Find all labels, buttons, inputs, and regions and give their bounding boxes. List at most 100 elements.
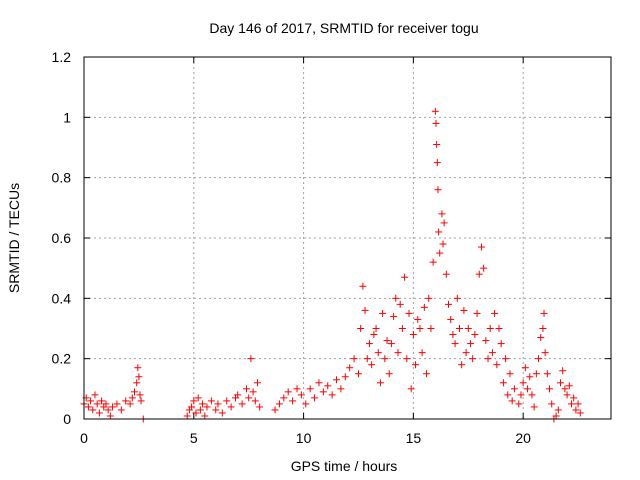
data-point <box>528 391 536 399</box>
data-point <box>445 300 453 308</box>
data-point <box>212 406 220 414</box>
data-point <box>199 400 207 408</box>
data-point <box>354 370 362 378</box>
data-point <box>89 406 97 414</box>
data-point <box>131 388 139 396</box>
data-point <box>449 331 457 339</box>
data-point <box>574 400 582 408</box>
data-point <box>136 391 144 399</box>
data-point <box>435 228 443 236</box>
data-point <box>350 355 358 363</box>
data-point <box>439 240 447 248</box>
data-point <box>359 282 367 290</box>
data-point <box>418 349 426 357</box>
data-point <box>84 403 92 411</box>
data-point <box>227 403 235 411</box>
data-point <box>440 219 448 227</box>
data-point <box>106 412 114 420</box>
data-point <box>455 325 463 332</box>
data-point <box>407 385 415 393</box>
data-point <box>214 400 222 408</box>
axis-ticks: 0 5 10 15 20 0 0.2 0.4 0.6 0.8 1 1.2 <box>52 49 611 446</box>
data-point <box>433 159 441 167</box>
data-point <box>372 325 380 332</box>
data-point <box>539 325 547 332</box>
x-tick-label: 20 <box>515 430 531 446</box>
data-point <box>218 409 226 417</box>
data-point <box>458 361 466 369</box>
chart-title: Day 146 of 2017, SRMTID for receiver tog… <box>209 20 478 36</box>
y-axis-label: SRMTID / TECUs <box>6 183 22 293</box>
y-tick-label: 0.6 <box>52 230 72 246</box>
data-point <box>392 294 400 302</box>
data-point <box>423 370 431 378</box>
data-point <box>109 403 117 411</box>
data-point <box>442 270 450 278</box>
data-point <box>552 412 560 420</box>
data-point <box>493 361 501 369</box>
data-point <box>412 361 420 369</box>
data-point <box>275 400 283 408</box>
data-point <box>311 394 319 402</box>
data-point <box>508 397 516 405</box>
data-point <box>102 400 110 408</box>
data-point <box>495 325 503 332</box>
data-point <box>245 394 253 402</box>
data-point <box>541 349 549 357</box>
data-point <box>515 400 523 408</box>
data-point <box>521 364 529 372</box>
data-point <box>469 355 477 363</box>
data-point <box>432 119 440 127</box>
data-point <box>381 355 389 363</box>
data-point <box>451 340 459 348</box>
data-point <box>471 331 479 339</box>
data-point <box>251 397 259 405</box>
data-points <box>80 107 584 423</box>
data-point <box>190 397 198 405</box>
data-point <box>510 385 518 393</box>
data-point <box>256 403 264 411</box>
data-point <box>104 406 112 414</box>
data-point <box>95 409 103 417</box>
x-axis-label: GPS time / hours <box>291 458 398 474</box>
data-point <box>324 382 332 390</box>
data-point <box>194 394 202 402</box>
data-point <box>556 379 564 387</box>
data-point <box>548 400 556 408</box>
data-point <box>486 325 494 332</box>
data-point <box>502 355 510 363</box>
data-point <box>416 325 424 332</box>
data-point <box>482 337 490 345</box>
data-point <box>491 309 499 317</box>
data-point <box>431 107 439 115</box>
data-point <box>526 373 534 381</box>
x-tick-label: 5 <box>190 430 198 446</box>
data-point <box>540 309 548 317</box>
data-point <box>506 370 514 378</box>
y-tick-label: 0 <box>63 411 71 427</box>
data-point <box>98 397 106 405</box>
data-point <box>414 315 422 323</box>
data-point <box>475 270 483 278</box>
y-tick-label: 1 <box>63 109 71 125</box>
data-point <box>289 397 297 405</box>
data-point <box>122 397 130 405</box>
data-point <box>126 400 134 408</box>
data-point <box>183 412 191 420</box>
data-point <box>192 409 200 417</box>
data-point <box>401 273 409 281</box>
y-tick-label: 0.8 <box>52 170 72 186</box>
data-point <box>135 373 143 381</box>
data-point <box>409 331 417 339</box>
data-point <box>477 243 485 251</box>
data-point <box>576 409 584 417</box>
data-point <box>253 379 261 387</box>
data-point <box>238 400 246 408</box>
data-point <box>559 367 567 375</box>
data-point <box>361 306 369 314</box>
data-point <box>387 340 395 348</box>
data-point <box>242 385 250 393</box>
data-point <box>561 385 569 393</box>
data-point <box>546 385 554 393</box>
